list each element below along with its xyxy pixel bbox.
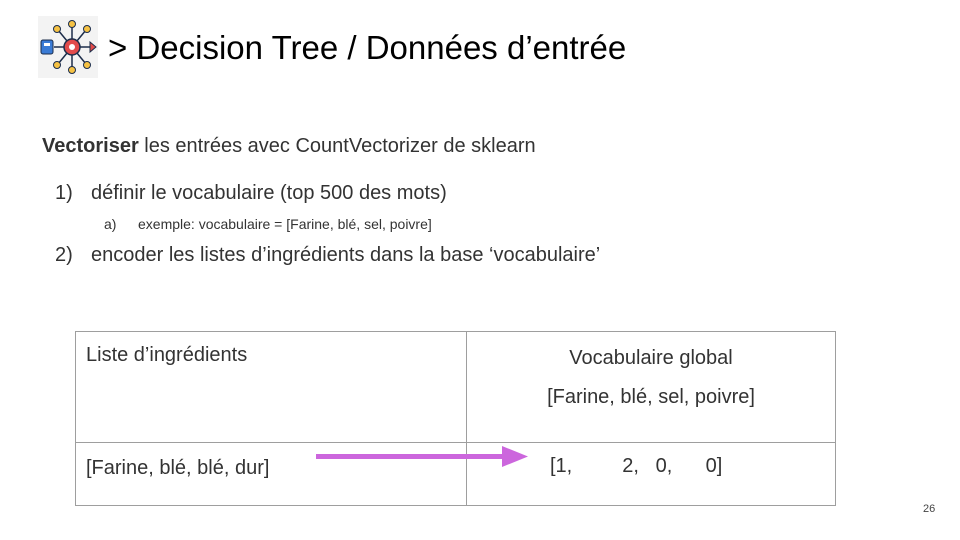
list-subitem-a: a) exemple: vocabulaire = [Farine, blé, s… <box>104 216 432 232</box>
ingredients-list: [Farine, blé, blé, dur] <box>86 457 270 479</box>
header-ingredients-cell: Liste d’ingrédients <box>75 331 467 443</box>
ingredients-cell: [Farine, blé, blé, dur] <box>75 442 467 506</box>
list-item-2-text: encoder les listes d’ingrédients dans la… <box>91 244 601 266</box>
decision-tree-logo-icon <box>38 16 98 78</box>
vectorization-table: Liste d’ingrédients Vocabulaire global [… <box>75 331 836 506</box>
vocabulary-title: Vocabulaire global <box>569 347 733 369</box>
intro-text: les entrées avec CountVectorizer de skle… <box>138 135 536 157</box>
list-item-2-number: 2) <box>55 244 73 266</box>
list-item-1-number: 1) <box>55 182 73 204</box>
list-item-1-text: définir le vocabulaire (top 500 des mots… <box>91 182 447 204</box>
vector-cell: [1, 2, 0, 0] <box>466 442 836 506</box>
header-ingredients-label: Liste d’ingrédients <box>86 344 248 366</box>
list-item-1: 1) définir le vocabulaire (top 500 des mo… <box>55 182 447 205</box>
list-subitem-a-text: exemple: vocabulaire = [Farine, blé, sel… <box>138 216 432 232</box>
table-header-row: Liste d’ingrédients Vocabulaire global [… <box>75 331 836 443</box>
slide-title: > Decision Tree / Données d’entrée <box>108 29 627 66</box>
list-subitem-a-number: a) <box>104 216 117 232</box>
intro-line: Vectoriser les entrées avec CountVectori… <box>42 135 536 158</box>
right-arrow-icon <box>316 446 530 468</box>
header-vocabulary-cell: Vocabulaire global [Farine, blé, sel, po… <box>466 331 836 443</box>
table-row: [Farine, blé, blé, dur] [1, 2, 0, 0] <box>75 442 836 506</box>
intro-bold: Vectoriser <box>42 135 139 157</box>
page-number: 26 <box>923 503 936 515</box>
vocabulary-list: [Farine, blé, sel, poivre] <box>547 386 755 408</box>
list-item-2: 2) encoder les listes d’ingrédients dans … <box>55 244 600 267</box>
count-vector: [1, 2, 0, 0] <box>550 455 723 477</box>
